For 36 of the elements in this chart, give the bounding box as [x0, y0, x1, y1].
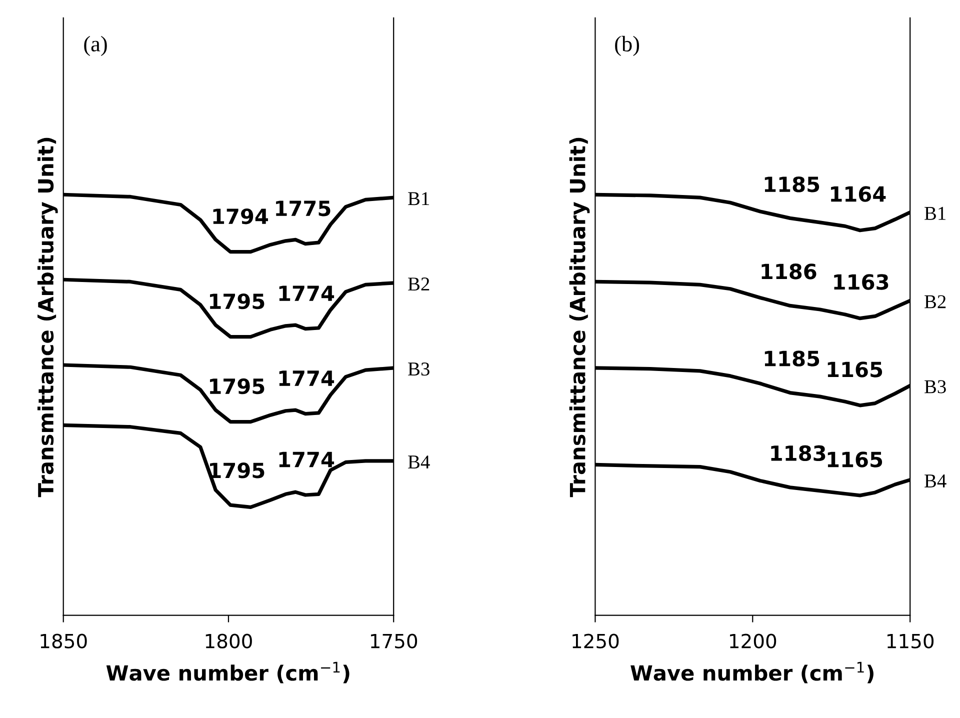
x-tick-label: 1250 — [572, 634, 619, 648]
annotation: 1795 — [210, 293, 264, 310]
annotation: 1164 — [831, 186, 886, 202]
x-tick-label: 1200 — [730, 634, 776, 648]
annotation: 1163 — [834, 274, 888, 290]
annotation: 1186 — [762, 264, 816, 280]
annotation: 1775 — [276, 200, 330, 216]
annotation: 1795 — [210, 378, 264, 394]
x-tick-label: 1750 — [370, 634, 418, 648]
series-label: B2 — [924, 295, 946, 308]
series-label: B3 — [408, 362, 430, 376]
x-axis-title: Wave number (cm$^{−1}$) — [630, 662, 874, 684]
series-label: B4 — [924, 474, 946, 488]
annotation: 1183 — [771, 445, 826, 462]
annotation: 1774 — [279, 370, 334, 386]
annotation: 1795 — [210, 462, 264, 478]
annotation: 1794 — [213, 208, 268, 224]
series-label: B2 — [408, 278, 430, 290]
series-label: B4 — [408, 456, 430, 468]
series-label: B1 — [408, 192, 430, 206]
annotation: 1774 — [279, 452, 334, 468]
y-axis-title: Transmittance (Arbituary Unit) — [37, 138, 58, 498]
series-label: B1 — [924, 206, 946, 220]
annotation: 1165 — [828, 362, 882, 378]
y-axis-title: Transmittance (Arbituary Unit) — [569, 138, 590, 498]
x-tick-label: 1850 — [40, 634, 87, 648]
x-axis-title: Wave number (cm$^{−1}$) — [106, 662, 350, 684]
x-tick-label: 1800 — [206, 634, 252, 648]
annotation: 1165 — [828, 452, 882, 468]
annotation: 1185 — [764, 176, 820, 192]
chart-title: (a) — [84, 36, 107, 56]
annotation: 1185 — [764, 350, 820, 366]
annotation: 1774 — [279, 286, 334, 301]
chart-title: (b) — [615, 36, 640, 56]
x-tick-label: 1150 — [887, 634, 934, 648]
series-label: B3 — [924, 380, 946, 394]
